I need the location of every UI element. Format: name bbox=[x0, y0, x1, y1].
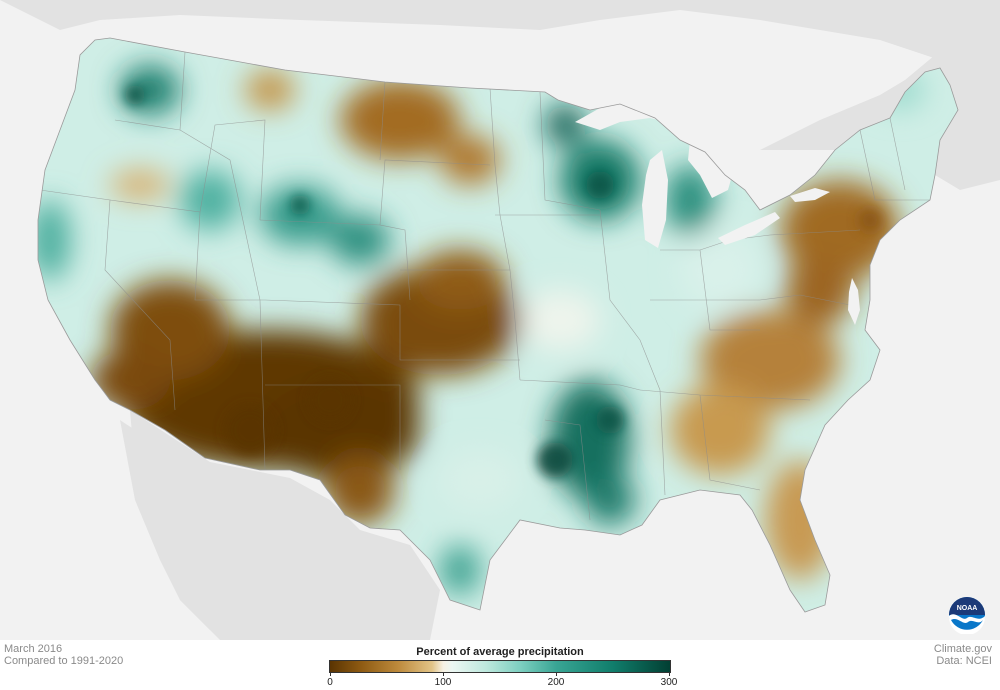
state-boundaries bbox=[39, 51, 930, 521]
legend-tick-label-200: 200 bbox=[547, 677, 565, 688]
lake-huron bbox=[688, 140, 735, 198]
map-footer: March 2016 Compared to 1991-2020 Percent… bbox=[0, 640, 1000, 690]
legend-tick-200 bbox=[556, 672, 557, 676]
legend-color-bar bbox=[329, 660, 671, 673]
date-label: March 2016 bbox=[4, 643, 63, 655]
noaa-logo-text: NOAA bbox=[957, 605, 978, 612]
noaa-logo-icon: NOAA bbox=[949, 597, 985, 634]
canada-landmass bbox=[0, 0, 1000, 120]
legend-tick-label-0: 0 bbox=[327, 677, 333, 688]
legend-tick-0 bbox=[330, 672, 331, 676]
precipitation-field bbox=[38, 38, 958, 612]
lake-ontario bbox=[790, 188, 830, 202]
legend-tick-300 bbox=[669, 672, 670, 676]
legend-tick-label-300: 300 bbox=[660, 677, 678, 688]
legend-tick-100 bbox=[443, 672, 444, 676]
source-site-label: Climate.gov bbox=[933, 643, 992, 655]
lake-erie bbox=[718, 212, 780, 245]
data-credit-label: Data: NCEI bbox=[936, 655, 992, 667]
chesapeake-bay bbox=[848, 278, 860, 325]
lake-michigan bbox=[642, 150, 668, 248]
map-canvas bbox=[0, 0, 1000, 640]
mexico-landmass bbox=[130, 410, 440, 640]
legend-tick-label-100: 100 bbox=[434, 677, 452, 688]
date-caption: March 2016 Compared to 1991-2020 bbox=[4, 643, 123, 667]
legend-title: Percent of average precipitation bbox=[416, 646, 584, 658]
precipitation-map: NOAA bbox=[0, 0, 1000, 640]
comparison-label: Compared to 1991-2020 bbox=[4, 655, 124, 667]
baja-peninsula bbox=[120, 420, 225, 630]
source-caption: Climate.gov Data: NCEI bbox=[934, 643, 992, 667]
